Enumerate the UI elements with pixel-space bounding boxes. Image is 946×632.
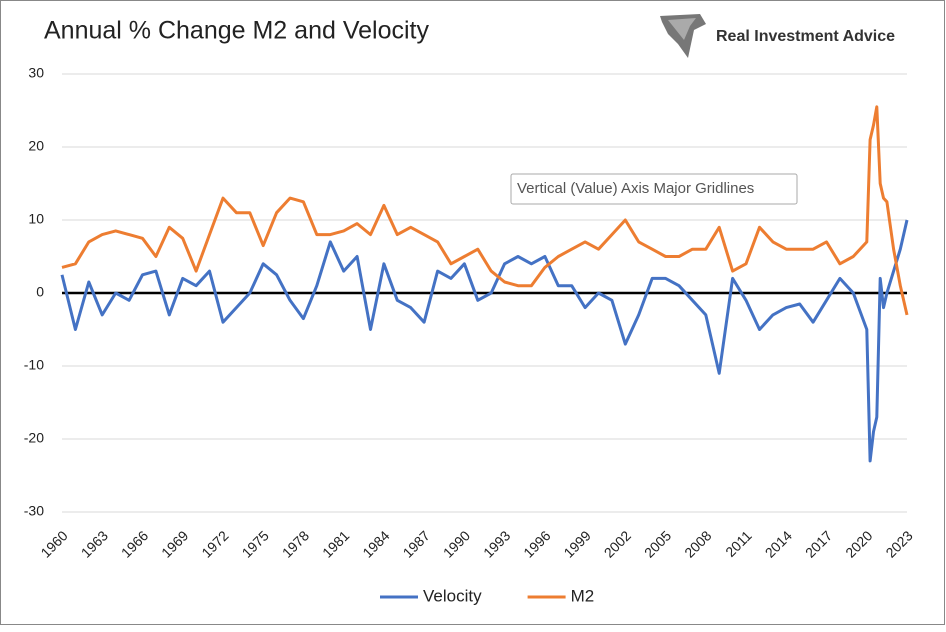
series-line xyxy=(60,219,909,463)
y-tick-label: 20 xyxy=(28,138,44,154)
legend-label: Velocity xyxy=(423,586,482,605)
y-tick-label: 10 xyxy=(28,211,44,227)
y-tick-label: -20 xyxy=(24,430,44,446)
y-tick-label: 0 xyxy=(36,284,44,300)
chart-title: Annual % Change M2 and Velocity xyxy=(44,17,429,45)
y-tick-label: 30 xyxy=(28,65,44,81)
logo xyxy=(660,14,706,58)
tooltip: Vertical (Value) Axis Major Gridlines xyxy=(517,180,754,197)
series-line xyxy=(61,105,909,316)
tooltip-box xyxy=(510,173,798,205)
legend-label: M2 xyxy=(571,586,595,605)
y-tick-label: -30 xyxy=(24,503,44,519)
brand: Real Investment Advice xyxy=(716,28,895,45)
y-tick-label: -10 xyxy=(24,357,44,373)
